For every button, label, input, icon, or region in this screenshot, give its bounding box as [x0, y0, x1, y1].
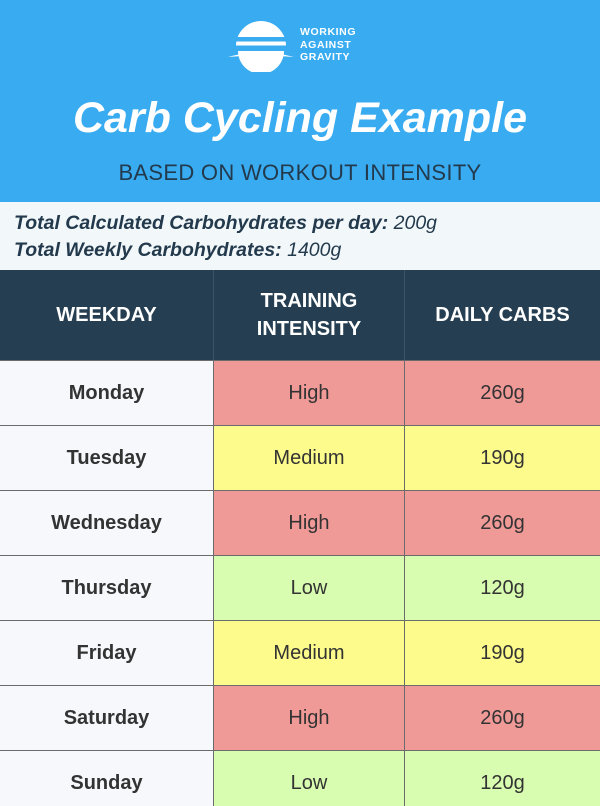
weekly-total: Total Weekly Carbohydrates: 1400g: [14, 237, 600, 264]
weekday-cell: Monday: [0, 361, 214, 425]
carb-cycling-table: WEEKDAY TRAINING INTENSITY DAILY CARBS M…: [0, 270, 600, 806]
carbs-cell: 190g: [405, 621, 600, 685]
brand-line-1: WORKING: [300, 26, 357, 38]
header-training-line-1: TRAINING: [260, 290, 358, 312]
table-row: Thursday Low 120g: [0, 555, 600, 620]
table-row: Sunday Low 120g: [0, 750, 600, 806]
carbs-cell: 260g: [405, 491, 600, 555]
table-row: Wednesday High 260g: [0, 490, 600, 555]
intensity-cell: Medium: [214, 426, 405, 490]
table-row: Tuesday Medium 190g: [0, 425, 600, 490]
intensity-cell: High: [214, 686, 405, 750]
carbs-cell: 190g: [405, 426, 600, 490]
brand-name: WORKING AGAINST GRAVITY: [300, 26, 390, 64]
weekday-cell: Friday: [0, 621, 214, 685]
brand-logo: WORKING AGAINST GRAVITY: [228, 18, 388, 74]
brand-line-3: GRAVITY: [300, 51, 351, 63]
weekly-total-value: 1400g: [287, 239, 342, 261]
page-title: Carb Cycling Example: [72, 94, 528, 142]
carbs-cell: 120g: [405, 556, 600, 620]
daily-total-value: 200g: [393, 212, 438, 234]
header-weekday: WEEKDAY: [0, 270, 214, 360]
intensity-cell: Medium: [214, 621, 405, 685]
weekday-cell: Sunday: [0, 751, 214, 806]
intensity-cell: Low: [214, 556, 405, 620]
carbs-cell: 120g: [405, 751, 600, 806]
weekday-cell: Thursday: [0, 556, 214, 620]
table-row: Monday High 260g: [0, 360, 600, 425]
brand-line-2: AGAINST: [300, 38, 352, 51]
header-daily-carbs: DAILY CARBS: [435, 304, 570, 326]
weekday-cell: Tuesday: [0, 426, 214, 490]
header-banner: WORKING AGAINST GRAVITY Carb Cycling Exa…: [0, 0, 600, 202]
table-header: WEEKDAY TRAINING INTENSITY DAILY CARBS: [0, 270, 600, 360]
sunrise-logo-icon: [228, 21, 294, 72]
header-training-intensity: TRAINING INTENSITY: [214, 270, 405, 360]
weekday-cell: Wednesday: [0, 491, 214, 555]
weekday-cell: Saturday: [0, 686, 214, 750]
table-row: Friday Medium 190g: [0, 620, 600, 685]
carbs-cell: 260g: [405, 686, 600, 750]
intensity-cell: High: [214, 491, 405, 555]
page-subtitle: BASED ON WORKOUT INTENSITY: [118, 160, 482, 185]
intensity-cell: Low: [214, 751, 405, 806]
carbs-cell: 260g: [405, 361, 600, 425]
table-row: Saturday High 260g: [0, 685, 600, 750]
daily-total: Total Calculated Carbohydrates per day: …: [14, 210, 600, 237]
intensity-cell: High: [214, 361, 405, 425]
weekly-total-label: Total Weekly Carbohydrates:: [14, 239, 282, 261]
daily-total-label: Total Calculated Carbohydrates per day:: [14, 212, 389, 234]
header-training-line-2: INTENSITY: [256, 318, 362, 340]
totals-panel: Total Calculated Carbohydrates per day: …: [0, 202, 600, 270]
